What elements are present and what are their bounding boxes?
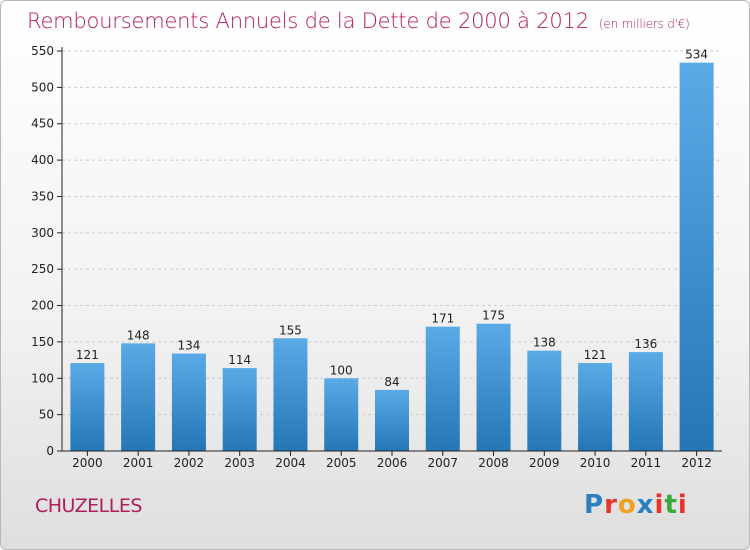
- data-label-2002: 134: [177, 339, 200, 353]
- x-tick-label-2003: 2003: [224, 456, 255, 470]
- logo-letter: x: [636, 490, 655, 520]
- chart-title: Remboursements Annuels de la Dette de 20…: [27, 9, 690, 33]
- data-label-2004: 155: [279, 323, 302, 337]
- y-tick-label: 350: [31, 189, 54, 203]
- data-label-2001: 148: [127, 328, 150, 342]
- y-tick-label: 300: [31, 226, 54, 240]
- bar-2010: [578, 363, 613, 451]
- x-tick-label-2012: 2012: [681, 456, 712, 470]
- y-tick-label: 100: [31, 371, 54, 385]
- chart-title-text: Remboursements Annuels de la Dette de 20…: [27, 9, 589, 33]
- x-tick-label-2004: 2004: [275, 456, 306, 470]
- bar-2008: [476, 323, 511, 451]
- commune-name: CHUZELLES: [35, 495, 142, 517]
- data-label-2009: 138: [533, 336, 556, 350]
- x-tick-label-2000: 2000: [72, 456, 103, 470]
- logo-letter: i: [677, 490, 688, 520]
- bars: [70, 62, 714, 452]
- x-tick-label-2008: 2008: [478, 456, 509, 470]
- data-labels: 121 148 134 114 155 100 84 171 175 138 121 136 534: [76, 48, 708, 389]
- logo-letter: P: [584, 490, 605, 520]
- x-tick-label-2001: 2001: [123, 456, 154, 470]
- bar-2001: [121, 343, 156, 451]
- data-label-2000: 121: [76, 348, 99, 362]
- bar-2006: [375, 389, 409, 451]
- bar-2005: [324, 378, 359, 451]
- x-tick-label-2006: 2006: [377, 456, 408, 470]
- data-label-2005: 100: [330, 363, 353, 377]
- x-tick-label-2011: 2011: [631, 456, 662, 470]
- y-tick-label: 550: [31, 44, 54, 58]
- bar-2009: [527, 350, 562, 451]
- y-tick-label: 500: [31, 80, 54, 94]
- logo-letter: t: [664, 490, 678, 520]
- data-label-2003: 114: [228, 353, 251, 367]
- bar-2002: [171, 353, 206, 451]
- x-tick-label-2010: 2010: [580, 456, 611, 470]
- bar-2004: [273, 338, 308, 451]
- data-label-2007: 171: [431, 312, 454, 326]
- data-label-2008: 175: [482, 309, 505, 323]
- data-label-2011: 136: [634, 337, 657, 351]
- chart-subtitle: (en milliers d'€): [598, 17, 690, 31]
- logo-letter: r: [604, 490, 618, 520]
- y-tick-label: 250: [31, 262, 54, 276]
- data-label-2010: 121: [584, 348, 607, 362]
- y-axis-ticks: 0 50 100 150 200 250 300 350 400 450 500 550: [31, 44, 62, 458]
- data-label-2006: 84: [384, 375, 399, 389]
- x-tick-label-2009: 2009: [529, 456, 560, 470]
- bar-2000: [70, 363, 105, 451]
- bar-2007: [425, 326, 460, 451]
- grid-lines: [62, 50, 722, 416]
- bar-2011: [628, 352, 663, 451]
- logo-letter: i: [654, 490, 665, 520]
- y-tick-label: 450: [31, 117, 54, 131]
- proxiti-logo: Proxiti: [584, 490, 688, 520]
- y-tick-label: 200: [31, 299, 54, 313]
- y-tick-label: 400: [31, 153, 54, 167]
- x-tick-label-2002: 2002: [174, 456, 205, 470]
- logo-letter: o: [617, 490, 637, 520]
- data-label-2012: 534: [685, 48, 708, 62]
- bar-2012: [679, 62, 714, 452]
- x-tick-label-2007: 2007: [427, 456, 458, 470]
- y-tick-label: 150: [31, 335, 54, 349]
- bar-2003: [222, 368, 257, 451]
- x-axis-ticks: 2000 2001 2002 2003 2004 2005 2006 2007 2008 2009…: [72, 451, 712, 470]
- x-tick-label-2005: 2005: [326, 456, 357, 470]
- y-tick-label: 50: [39, 408, 54, 422]
- y-tick-label: 0: [46, 444, 54, 458]
